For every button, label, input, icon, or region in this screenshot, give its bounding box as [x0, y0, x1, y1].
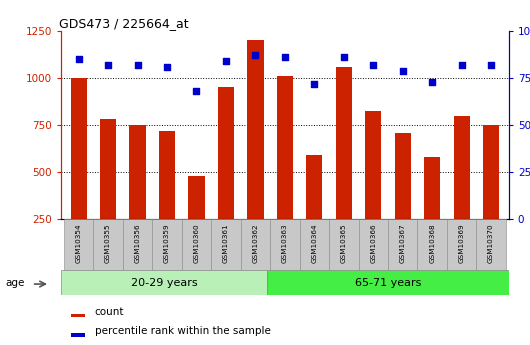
Point	[192, 88, 201, 94]
Bar	[188, 176, 205, 219]
Bar	[71, 333, 85, 337]
FancyBboxPatch shape	[241, 219, 270, 271]
Bar	[335, 67, 352, 219]
Point	[428, 79, 436, 85]
Point	[369, 62, 377, 68]
Text: GSM10364: GSM10364	[311, 223, 317, 263]
FancyBboxPatch shape	[267, 270, 509, 295]
Text: 20-29 years: 20-29 years	[131, 278, 197, 287]
Point	[104, 62, 112, 68]
Bar	[306, 155, 322, 219]
Text: GSM10356: GSM10356	[135, 223, 140, 263]
FancyBboxPatch shape	[299, 219, 329, 271]
Text: age: age	[5, 278, 24, 287]
Bar	[218, 88, 234, 219]
FancyBboxPatch shape	[64, 219, 93, 271]
Bar	[454, 116, 470, 219]
Bar	[100, 119, 116, 219]
FancyBboxPatch shape	[358, 219, 388, 271]
Text: GSM10361: GSM10361	[223, 223, 229, 263]
Bar	[71, 314, 85, 317]
Point	[399, 68, 407, 73]
Point	[281, 55, 289, 60]
Point	[310, 81, 319, 87]
FancyBboxPatch shape	[211, 219, 241, 271]
Text: GSM10365: GSM10365	[341, 223, 347, 263]
FancyBboxPatch shape	[61, 270, 267, 295]
Point	[134, 62, 142, 68]
Bar	[277, 76, 293, 219]
Text: GSM10359: GSM10359	[164, 223, 170, 263]
FancyBboxPatch shape	[152, 219, 182, 271]
Point	[487, 62, 496, 68]
FancyBboxPatch shape	[388, 219, 418, 271]
Text: GSM10362: GSM10362	[252, 223, 259, 263]
FancyBboxPatch shape	[418, 219, 447, 271]
Bar	[395, 132, 411, 219]
FancyBboxPatch shape	[182, 219, 211, 271]
Text: GDS473 / 225664_at: GDS473 / 225664_at	[59, 17, 188, 30]
Bar	[248, 40, 263, 219]
Text: count: count	[94, 307, 124, 317]
Text: 65-71 years: 65-71 years	[355, 278, 421, 287]
Text: GSM10368: GSM10368	[429, 223, 435, 263]
Bar	[70, 78, 87, 219]
Point	[251, 53, 260, 58]
Bar	[159, 131, 175, 219]
FancyBboxPatch shape	[270, 219, 299, 271]
Text: GSM10354: GSM10354	[76, 223, 82, 263]
Point	[74, 57, 83, 62]
Bar	[365, 111, 382, 219]
Text: GSM10369: GSM10369	[458, 223, 465, 263]
Text: GSM10366: GSM10366	[370, 223, 376, 263]
Text: GSM10370: GSM10370	[488, 223, 494, 263]
Bar	[483, 125, 499, 219]
Point	[457, 62, 466, 68]
FancyBboxPatch shape	[447, 219, 476, 271]
FancyBboxPatch shape	[123, 219, 152, 271]
Bar	[129, 125, 146, 219]
Text: GSM10363: GSM10363	[282, 223, 288, 263]
Text: GSM10367: GSM10367	[400, 223, 406, 263]
Point	[222, 58, 230, 64]
FancyBboxPatch shape	[93, 219, 123, 271]
Bar	[424, 157, 440, 219]
Text: GSM10355: GSM10355	[105, 223, 111, 263]
Text: GSM10360: GSM10360	[193, 223, 199, 263]
Text: percentile rank within the sample: percentile rank within the sample	[94, 326, 270, 336]
FancyBboxPatch shape	[476, 219, 506, 271]
FancyBboxPatch shape	[329, 219, 358, 271]
Point	[340, 55, 348, 60]
Point	[163, 64, 171, 70]
